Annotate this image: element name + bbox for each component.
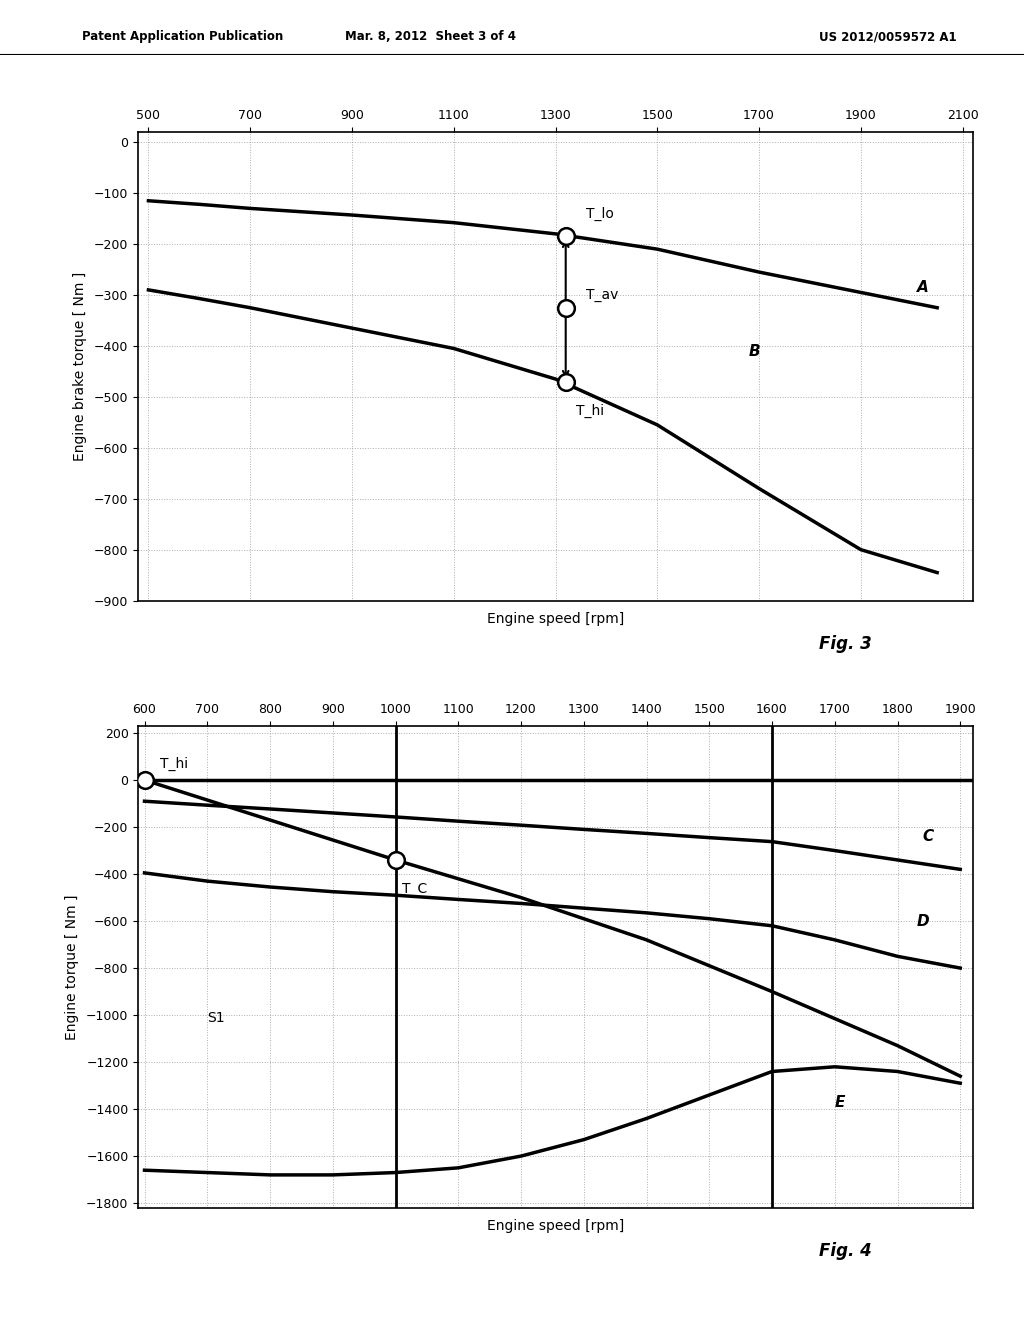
Text: T_hi: T_hi (160, 758, 188, 771)
Text: B: B (749, 345, 761, 359)
Text: US 2012/0059572 A1: US 2012/0059572 A1 (819, 30, 956, 44)
X-axis label: Engine speed [rpm]: Engine speed [rpm] (486, 1218, 625, 1233)
Text: T_lo: T_lo (586, 206, 614, 220)
Text: T_av: T_av (586, 288, 618, 302)
Text: D: D (916, 913, 929, 929)
Text: Fig. 3: Fig. 3 (819, 635, 872, 653)
Text: A: A (916, 280, 929, 296)
Text: Fig. 4: Fig. 4 (819, 1242, 872, 1261)
Y-axis label: Engine brake torque [ Nm ]: Engine brake torque [ Nm ] (73, 272, 87, 461)
Text: Mar. 8, 2012  Sheet 3 of 4: Mar. 8, 2012 Sheet 3 of 4 (345, 30, 515, 44)
Text: E: E (835, 1094, 845, 1110)
Text: S1: S1 (207, 1011, 225, 1026)
Text: Patent Application Publication: Patent Application Publication (82, 30, 284, 44)
Text: T_hi: T_hi (575, 404, 604, 418)
X-axis label: Engine speed [rpm]: Engine speed [rpm] (486, 611, 625, 626)
Y-axis label: Engine torque [ Nm ]: Engine torque [ Nm ] (66, 894, 79, 1040)
Text: C: C (923, 829, 934, 845)
Text: T_C: T_C (401, 882, 427, 896)
